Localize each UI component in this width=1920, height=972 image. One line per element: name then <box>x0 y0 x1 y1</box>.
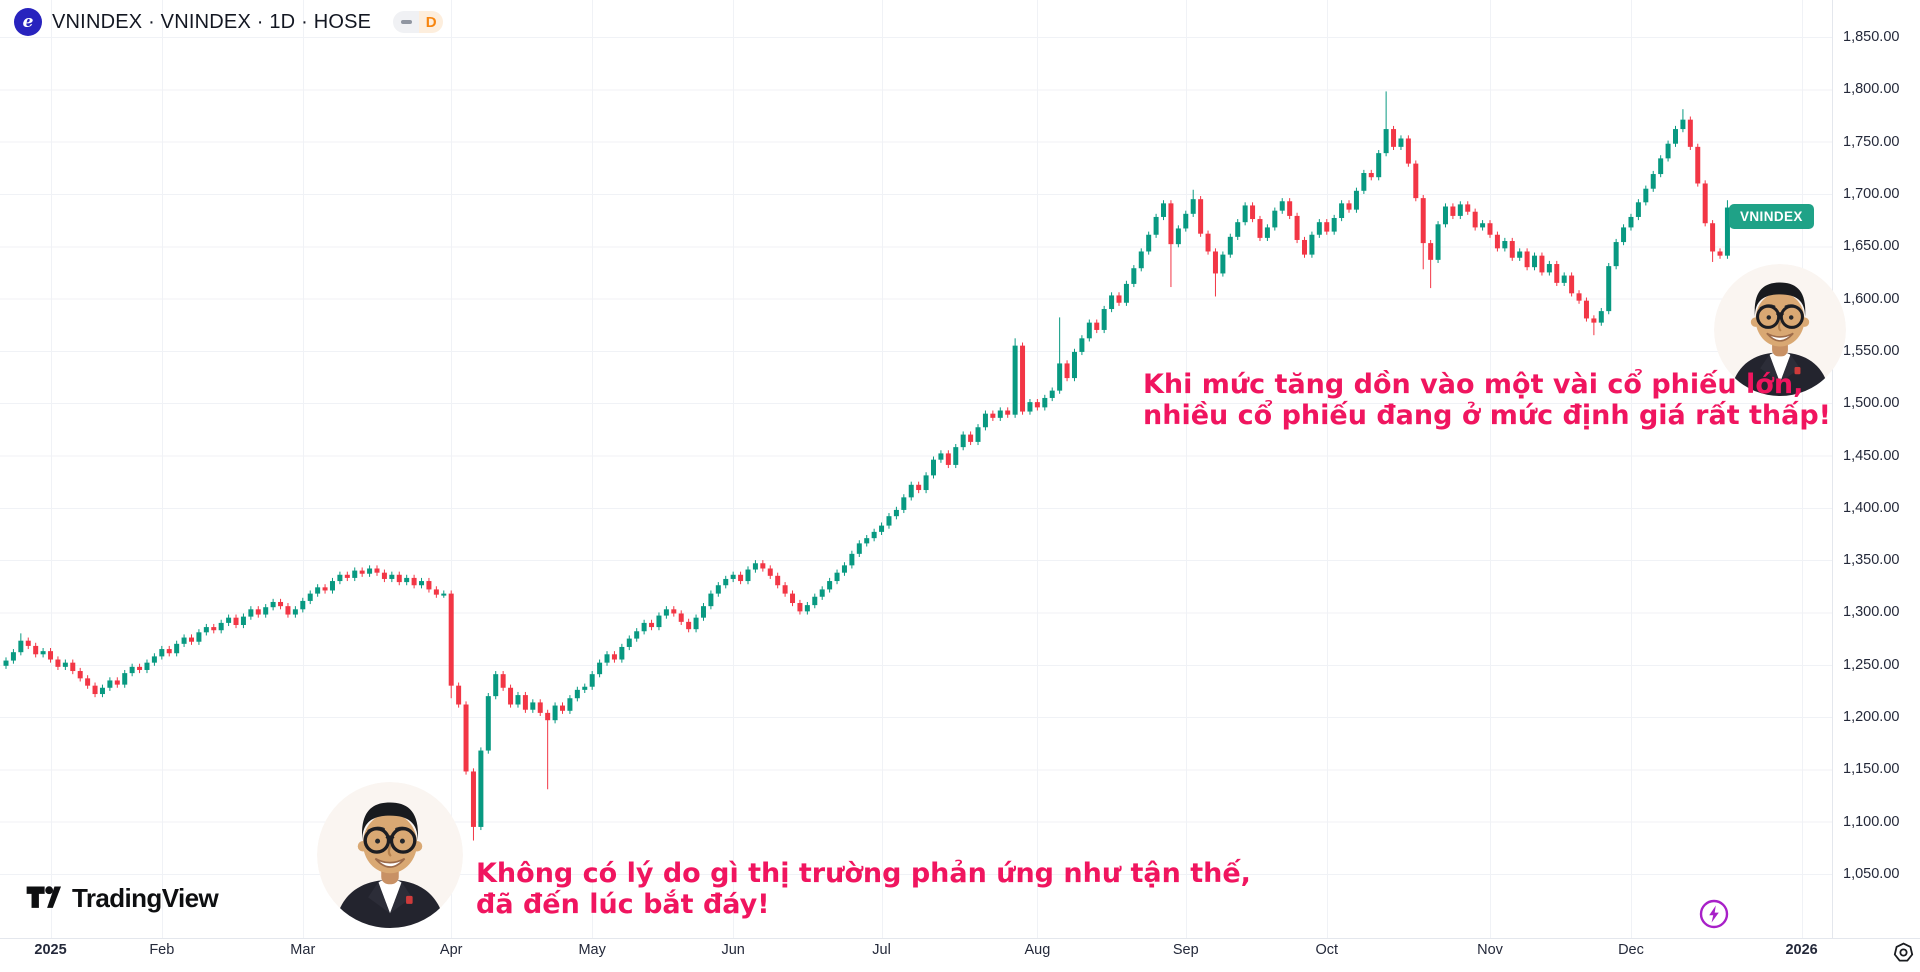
price-tick-label: 1,650.00 <box>1843 238 1900 255</box>
price-tick-label: 1,850.00 <box>1843 29 1900 45</box>
tradingview-logo-text: TradingView <box>72 882 219 913</box>
price-tick-label: 1,700.00 <box>1843 185 1900 202</box>
price-tick-label: 1,350.00 <box>1843 552 1900 569</box>
price-tick-label: 1,050.00 <box>1843 866 1900 882</box>
eye-toggle-icon[interactable] <box>393 11 420 33</box>
time-tick-label: Aug <box>1024 942 1051 958</box>
price-axis[interactable]: 1,050.00 1,100.00 1,150.00 1,200.00 1,250.00… <box>1833 0 1920 938</box>
annotation-top-line1: Khi mức tăng dồn vào một vài cổ phiếu lớ… <box>1143 369 1804 400</box>
annotation-top: Khi mức tăng dồn vào một vài cổ phiếu lớ… <box>1143 369 1831 431</box>
price-tick-label: 1,450.00 <box>1843 447 1900 464</box>
time-tick-label: Sep <box>1172 942 1199 958</box>
symbol-logo-icon: e <box>14 8 42 36</box>
price-tick-label: 1,500.00 <box>1843 395 1900 412</box>
time-tick-label: Oct <box>1315 942 1339 958</box>
time-tick-label: 2026 <box>1785 942 1818 958</box>
annotation-bottom-line1: Không có lý do gì thị trường phản ứng nh… <box>476 858 1251 889</box>
time-tick-label: Jun <box>721 942 745 958</box>
time-tick-label: Apr <box>439 942 463 958</box>
price-tick-label: 1,750.00 <box>1843 133 1900 150</box>
tradingview-watermark[interactable]: TradingView <box>25 882 219 914</box>
time-tick-label: Jul <box>872 942 891 958</box>
price-tick-label: 1,400.00 <box>1843 499 1900 516</box>
time-tick-label: Mar <box>290 942 316 958</box>
price-tick-label: 1,250.00 <box>1843 656 1900 673</box>
interval-badge[interactable]: D <box>419 11 444 33</box>
time-axis-separator <box>0 938 1920 939</box>
price-tick-label: 1,600.00 <box>1843 290 1900 307</box>
price-tick-label: 1,100.00 <box>1843 813 1900 830</box>
price-tick-label: 1,150.00 <box>1843 761 1900 778</box>
interval-pill[interactable]: D <box>393 11 444 33</box>
chart-legend: e VNINDEX · VNINDEX · 1D · HOSE D <box>14 7 444 37</box>
time-tick-label: 2025 <box>34 942 67 958</box>
time-tick-label: Feb <box>149 942 175 958</box>
annotation-bottom: Không có lý do gì thị trường phản ứng nh… <box>476 858 1251 920</box>
time-axis[interactable]: 2025 Feb Mar Apr May Jun Jul Aug Sep Oct Nov Dec 202… <box>0 938 1920 972</box>
analyst-photo-bottom-left <box>317 782 463 928</box>
time-tick-label: May <box>578 942 606 958</box>
price-tick-label: 1,550.00 <box>1843 342 1900 359</box>
time-tick-label: Dec <box>1618 942 1644 958</box>
timezone-settings-icon[interactable] <box>1893 942 1914 963</box>
price-tick-label: 1,800.00 <box>1843 81 1900 98</box>
symbol-title[interactable]: VNINDEX · VNINDEX · 1D · HOSE <box>52 10 372 33</box>
flash-boost-button[interactable] <box>1698 898 1730 930</box>
time-tick-label: Nov <box>1477 942 1503 958</box>
annotation-bottom-line2: đã đến lúc bắt đáy! <box>476 889 770 920</box>
annotation-top-line2: nhiều cổ phiếu đang ở mức định giá rất t… <box>1143 400 1831 431</box>
lightning-icon <box>1709 905 1719 923</box>
price-tick-label: 1,300.00 <box>1843 604 1900 621</box>
price-axis-separator <box>1832 0 1833 938</box>
price-tick-label: 1,200.00 <box>1843 709 1900 726</box>
tradingview-logo-icon <box>26 886 61 908</box>
series-name-badge: VNINDEX <box>1729 204 1814 229</box>
